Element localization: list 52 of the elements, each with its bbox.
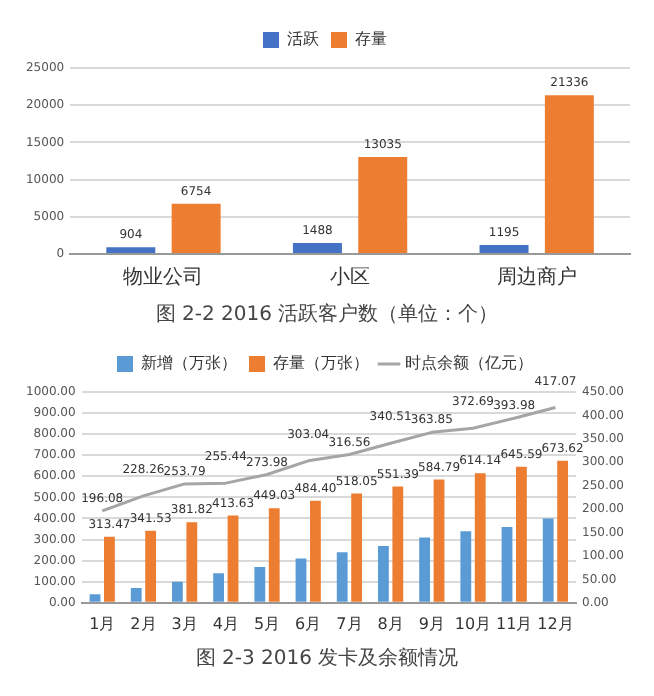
x-tick-label: 3月 — [171, 614, 198, 633]
bar — [106, 247, 156, 253]
bar — [557, 460, 569, 602]
bar — [295, 558, 307, 602]
legend-label: 时点余额（亿元） — [405, 354, 533, 373]
bar — [89, 594, 101, 602]
bar — [172, 581, 183, 602]
caption: 图 2-2 2016 活跃客户数（单位：个） — [153, 301, 501, 328]
bar — [479, 245, 529, 253]
bar — [460, 531, 472, 602]
legend-label: 活跃 — [287, 30, 319, 49]
x-tick-label: 物业公司 — [123, 265, 204, 290]
bar — [474, 473, 486, 602]
bar — [292, 242, 342, 253]
bar — [542, 518, 554, 602]
bar — [227, 515, 239, 602]
bar — [254, 566, 266, 602]
bar — [310, 500, 321, 602]
bar — [268, 508, 280, 602]
x-tick-label: 5月 — [253, 614, 281, 633]
bar — [186, 522, 198, 602]
bar — [433, 479, 445, 602]
x-tick-label: 小区 — [330, 265, 371, 290]
bar — [419, 537, 431, 602]
bar — [130, 588, 142, 602]
bar — [145, 530, 157, 602]
legend-label: 存量（万张） — [273, 354, 369, 373]
bar — [351, 493, 363, 602]
bar — [213, 573, 225, 602]
x-tick-label: 4月 — [212, 614, 239, 633]
x-tick-label: 11月 — [496, 614, 533, 633]
bar — [104, 536, 115, 602]
bar — [392, 486, 404, 602]
x-tick-label: 12月 — [537, 614, 574, 633]
x-tick-label: 8月 — [377, 614, 404, 633]
legend-label: 新增（万张） — [141, 354, 237, 373]
bar — [336, 552, 348, 602]
bar — [378, 545, 389, 602]
bar — [544, 95, 594, 253]
x-tick-label: 1月 — [89, 614, 116, 633]
x-tick-label: 6月 — [295, 614, 322, 633]
bar — [516, 466, 527, 602]
x-tick-label: 周边商户 — [496, 265, 577, 290]
x-tick-label: 9月 — [418, 614, 445, 633]
bar — [501, 526, 513, 602]
x-tick-label: 2月 — [130, 614, 157, 633]
x-tick-label: 7月 — [336, 614, 363, 633]
bar — [358, 157, 408, 253]
bar — [171, 203, 221, 253]
caption: 图 2-3 2016 发卡及余额情况 — [193, 645, 461, 672]
legend-label: 存量 — [355, 30, 387, 49]
x-tick-label: 10月 — [454, 614, 492, 633]
